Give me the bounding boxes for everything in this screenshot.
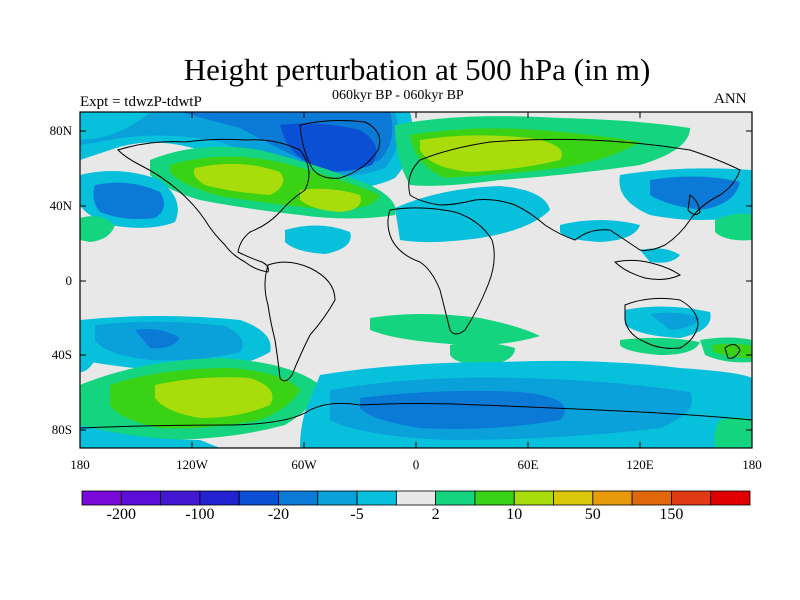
- lon-tick-label: 60W: [291, 457, 317, 472]
- anomaly-region: [360, 390, 565, 429]
- colorbar-swatch: [435, 490, 476, 506]
- coastline-africa: [387, 207, 495, 335]
- lon-tick-label: 60E: [517, 457, 539, 472]
- colorbar-swatch: [81, 490, 122, 506]
- anomaly-region: [80, 425, 220, 448]
- anomaly-region: [714, 417, 752, 448]
- colorbar-swatch: [238, 490, 279, 506]
- colorbar-swatch: [395, 490, 437, 506]
- anomaly-region: [93, 182, 164, 220]
- colorbar-label: -20: [267, 506, 290, 523]
- experiment-label: Expt = tdwzP-tdwtP: [80, 94, 202, 110]
- lon-tick-label: 120W: [176, 457, 208, 472]
- colorbar-label: 10: [506, 506, 523, 523]
- colorbar-swatch: [356, 490, 397, 506]
- anomaly-region: [80, 216, 115, 242]
- lon-tick-label: 180: [742, 457, 762, 472]
- period-label: 060kyr BP - 060kyr BP: [332, 88, 464, 103]
- anomaly-region: [155, 377, 273, 418]
- anomaly-region: [650, 312, 700, 330]
- colorbar-swatch: [120, 490, 161, 506]
- colorbar-label: -5: [350, 506, 364, 523]
- anomaly-region: [370, 314, 540, 345]
- anomaly-region: [715, 213, 752, 241]
- anomaly-region: [280, 123, 377, 172]
- colorbar-swatch: [278, 490, 319, 506]
- coastline-antarctica: [80, 402, 752, 429]
- colorbar-swatch: [710, 490, 751, 506]
- anomaly-region: [80, 340, 95, 372]
- colorbar-label: -100: [185, 506, 215, 523]
- lat-tick-label: 0: [65, 273, 73, 288]
- anomaly-region: [300, 188, 361, 212]
- lat-tick-label: 80S: [51, 422, 72, 437]
- anomaly-region: [193, 163, 284, 195]
- anomaly-region: [620, 337, 700, 355]
- lon-tick-label: 120E: [626, 457, 654, 472]
- colorbar-swatch: [199, 490, 240, 506]
- coastline-new-zealand: [724, 344, 741, 359]
- colorbar-swatch: [553, 490, 594, 506]
- anomaly-region: [420, 135, 562, 172]
- lon-tick-label: 180: [70, 457, 90, 472]
- colorbar-swatch: [474, 490, 515, 506]
- anomaly-region: [640, 248, 680, 263]
- colorbar-swatch: [671, 490, 712, 506]
- colorbar-swatch: [631, 490, 672, 506]
- lat-tick-label: 40N: [49, 198, 72, 213]
- coastline-indonesia: [613, 259, 681, 280]
- anomaly-region: [395, 186, 550, 243]
- colorbar-label: 150: [659, 506, 684, 523]
- colorbar-swatch: [592, 490, 633, 506]
- colorbar-swatch: [317, 490, 358, 506]
- anomaly-region: [135, 329, 180, 349]
- anomaly-region: [285, 225, 351, 254]
- coastline-eurasia: [408, 138, 741, 251]
- lat-tick-label: 80N: [49, 123, 72, 138]
- map-title: Height perturbation at 500 hPa (in m): [183, 52, 651, 87]
- coastline-japan: [687, 194, 701, 216]
- lat-tick-label: 40S: [51, 347, 72, 362]
- coastline-australia: [624, 297, 699, 349]
- anomaly-region: [450, 342, 515, 366]
- colorbar-swatch: [160, 490, 201, 506]
- colorbar-label: -200: [106, 506, 136, 523]
- coastline-north-america: [117, 138, 310, 273]
- anomaly-region: [650, 176, 740, 210]
- colorbar-swatch: [513, 490, 554, 506]
- season-label: ANN: [714, 91, 747, 107]
- lon-tick-label: 0: [412, 457, 420, 472]
- colorbar-label: 50: [584, 506, 601, 523]
- coastline-south-america: [264, 261, 336, 382]
- colorbar: [81, 490, 751, 506]
- anomaly-region: [80, 112, 150, 140]
- coastline-greenland: [299, 120, 381, 179]
- colorbar-label: 2: [431, 506, 440, 523]
- anomaly-region: [712, 343, 752, 358]
